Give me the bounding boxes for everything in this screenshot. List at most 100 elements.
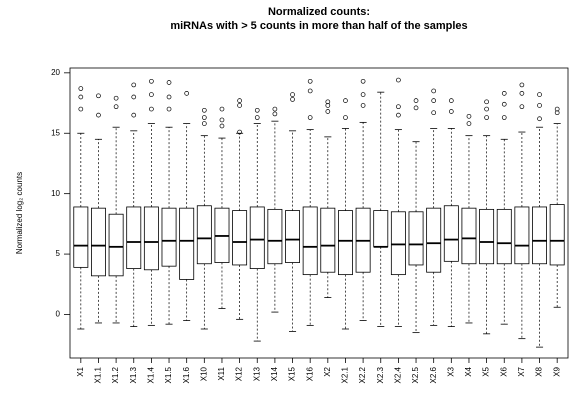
x-tick-label: X2.3 xyxy=(376,366,385,383)
box xyxy=(373,210,389,248)
outlier xyxy=(519,91,525,96)
x-tick-label: X11 xyxy=(217,366,226,380)
outlier xyxy=(466,113,472,119)
x-tick-label: X9 xyxy=(552,366,561,376)
box xyxy=(285,210,300,263)
outlier xyxy=(413,98,419,103)
outlier xyxy=(431,98,437,103)
y-tick-label: 0 xyxy=(56,310,61,319)
outlier xyxy=(360,103,366,108)
outlier xyxy=(325,103,331,108)
x-tick-label: X1.3 xyxy=(129,366,138,383)
box xyxy=(73,206,89,268)
outlier xyxy=(201,107,207,113)
outlier xyxy=(201,121,207,126)
box xyxy=(479,208,495,265)
outlier xyxy=(219,123,225,129)
outlier xyxy=(166,106,172,112)
outlier xyxy=(554,110,560,116)
outlier xyxy=(272,111,278,117)
outlier xyxy=(166,94,172,100)
x-tick-label: X6 xyxy=(499,366,508,376)
box xyxy=(108,213,124,277)
x-tick-label: X8 xyxy=(535,366,544,376)
outlier xyxy=(78,86,84,91)
outlier xyxy=(325,109,331,114)
box xyxy=(338,210,353,276)
outlier xyxy=(519,104,525,110)
box xyxy=(549,204,565,266)
outlier xyxy=(501,101,507,107)
outlier xyxy=(149,106,154,112)
box xyxy=(249,206,265,269)
x-tick-label: X15 xyxy=(288,366,297,381)
outlier xyxy=(96,93,101,99)
outlier xyxy=(396,104,401,110)
outlier xyxy=(501,91,507,96)
outlier xyxy=(113,95,119,101)
outlier xyxy=(360,78,366,84)
plot-frame xyxy=(69,67,569,359)
outlier xyxy=(166,80,172,85)
y-tick-label: 15 xyxy=(51,128,60,137)
outlier xyxy=(431,110,437,116)
x-tick-label: X16 xyxy=(305,366,314,381)
outlier xyxy=(254,115,260,120)
outlier xyxy=(501,115,507,120)
outlier xyxy=(343,115,348,120)
outlier xyxy=(484,99,489,105)
x-tick-label: X2.5 xyxy=(411,366,420,383)
outlier xyxy=(307,115,313,120)
outlier xyxy=(237,129,242,135)
box xyxy=(196,205,212,265)
box xyxy=(143,206,159,271)
x-tick-label: X2.4 xyxy=(394,366,403,383)
x-tick-label: X2.2 xyxy=(358,366,367,383)
chart-title: Normalized counts: xyxy=(268,6,370,18)
outlier xyxy=(131,112,137,118)
x-tick-label: X1.2 xyxy=(111,366,120,383)
outlier xyxy=(448,98,454,103)
outlier xyxy=(537,116,542,122)
box xyxy=(532,206,547,265)
box xyxy=(161,207,177,267)
outlier xyxy=(149,78,154,84)
outlier xyxy=(290,97,295,102)
outlier xyxy=(325,99,331,105)
x-tick-label: X14 xyxy=(270,366,279,381)
outlier xyxy=(537,92,542,97)
y-axis-label: Normalized log₂ counts xyxy=(15,172,24,254)
box xyxy=(126,206,142,269)
x-tick-label: X2.6 xyxy=(429,366,438,383)
y-tick-label: 10 xyxy=(51,189,60,198)
outlier xyxy=(396,112,401,118)
box xyxy=(390,211,406,276)
outlier xyxy=(360,92,366,97)
outlier xyxy=(484,115,489,120)
box xyxy=(91,207,106,277)
outlier xyxy=(237,103,242,108)
outlier xyxy=(413,105,419,111)
x-tick-label: X2.1 xyxy=(341,366,350,383)
x-tick-label: X1 xyxy=(76,366,85,376)
y-tick-label: 20 xyxy=(51,68,60,77)
outlier xyxy=(254,107,260,113)
outlier xyxy=(78,94,84,100)
box xyxy=(514,206,530,265)
box xyxy=(426,207,442,273)
box xyxy=(408,211,424,266)
x-tick-label: X7 xyxy=(517,366,526,376)
outlier xyxy=(554,106,560,112)
outlier xyxy=(219,117,225,123)
outlier xyxy=(484,106,489,112)
outlier xyxy=(96,112,101,118)
outlier xyxy=(131,94,137,100)
x-tick-label: X10 xyxy=(199,366,208,381)
box xyxy=(267,208,283,265)
outlier xyxy=(519,82,525,88)
outlier xyxy=(131,82,137,88)
box xyxy=(496,208,512,265)
x-tick-label: X3 xyxy=(446,366,455,376)
x-tick-label: X2 xyxy=(323,366,332,376)
